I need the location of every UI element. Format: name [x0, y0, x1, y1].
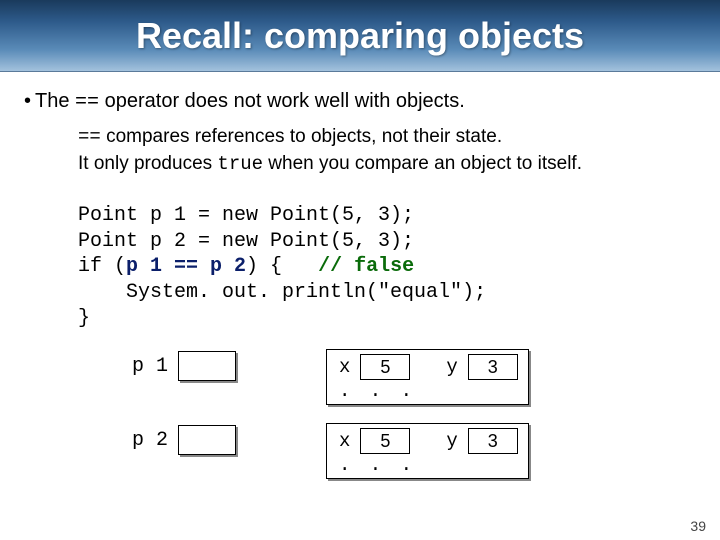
field-y-label: y — [444, 356, 459, 378]
true-keyword: true — [217, 153, 263, 175]
sub-op: == — [78, 126, 101, 148]
sub-line1-rest: compares references to objects, not thei… — [101, 126, 502, 147]
code-l3-comment: // false — [318, 255, 414, 278]
code-l2: Point p 2 = new Point(5, 3); — [78, 230, 414, 253]
bullet-text-b: operator does not work well with objects… — [99, 90, 465, 112]
code-l3a: if ( — [78, 255, 126, 278]
field-y-val: 3 — [468, 428, 518, 454]
code-block: Point p 1 = new Point(5, 3); Point p 2 =… — [78, 203, 696, 331]
field-y-label: y — [444, 430, 459, 452]
field-x-label: x — [337, 430, 352, 452]
field-y-val: 3 — [468, 354, 518, 380]
code-l5: } — [78, 307, 90, 330]
code-l4: System. out. println("equal"); — [78, 281, 486, 304]
diagram-row: p 2 x 5 y 3 . . . — [132, 423, 696, 479]
object-diagram: p 1 x 5 y 3 . . . p 2 x 5 — [132, 349, 696, 479]
field-x-label: x — [337, 356, 352, 378]
sub-block: == compares references to objects, not t… — [78, 124, 696, 177]
field-x-val: 5 — [360, 428, 410, 454]
ellipsis: . . . — [339, 454, 518, 476]
sub-line-1: == compares references to objects, not t… — [78, 124, 696, 151]
sub-line2-a: It only produces — [78, 153, 217, 174]
title-bar: Recall: comparing objects — [0, 0, 720, 72]
fields-row: x 5 y 3 — [337, 354, 518, 380]
bullet-main: •The == operator does not work well with… — [24, 90, 696, 114]
var-label: p 1 — [132, 349, 172, 378]
code-l3-bold: p 1 == p 2 — [126, 255, 246, 278]
fields-row: x 5 y 3 — [337, 428, 518, 454]
slide-number: 39 — [690, 518, 706, 534]
code-l1: Point p 1 = new Point(5, 3); — [78, 204, 414, 227]
var-label: p 2 — [132, 423, 172, 452]
object-box: x 5 y 3 . . . — [326, 349, 529, 405]
bullet-op: == — [75, 91, 99, 114]
field-x-val: 5 — [360, 354, 410, 380]
ellipsis: . . . — [339, 380, 518, 402]
sub-line2-b: when you compare an object to itself. — [263, 153, 582, 174]
code-l3b: ) { — [246, 255, 318, 278]
slide-title: Recall: comparing objects — [136, 15, 584, 57]
ref-box — [178, 351, 236, 381]
bullet-marker: • — [24, 90, 31, 112]
sub-line-2: It only produces true when you compare a… — [78, 151, 696, 178]
bullet-text-a: The — [35, 90, 75, 112]
diagram-row: p 1 x 5 y 3 . . . — [132, 349, 696, 405]
object-box: x 5 y 3 . . . — [326, 423, 529, 479]
slide-content: •The == operator does not work well with… — [0, 72, 720, 479]
ref-box — [178, 425, 236, 455]
